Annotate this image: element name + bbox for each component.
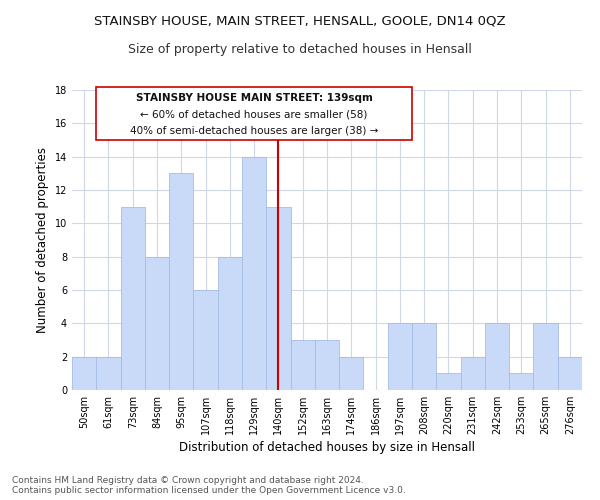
Bar (290, 340, 315, 390)
Bar (388, 324, 412, 390)
Bar (533, 324, 558, 390)
FancyBboxPatch shape (96, 86, 412, 140)
Text: STAINSBY HOUSE MAIN STREET: 139sqm: STAINSBY HOUSE MAIN STREET: 139sqm (136, 92, 373, 102)
Bar (121, 206, 145, 390)
Bar (412, 324, 436, 390)
Text: ← 60% of detached houses are smaller (58): ← 60% of detached houses are smaller (58… (140, 109, 368, 119)
Bar (242, 156, 266, 390)
Text: 40% of semi-detached houses are larger (38) →: 40% of semi-detached houses are larger (… (130, 126, 379, 136)
Bar (266, 206, 290, 390)
Bar (436, 374, 461, 390)
Bar (509, 374, 533, 390)
Text: STAINSBY HOUSE, MAIN STREET, HENSALL, GOOLE, DN14 0QZ: STAINSBY HOUSE, MAIN STREET, HENSALL, GO… (94, 15, 506, 28)
Bar (315, 340, 339, 390)
Bar (339, 356, 364, 390)
Text: Contains HM Land Registry data © Crown copyright and database right 2024.
Contai: Contains HM Land Registry data © Crown c… (12, 476, 406, 495)
Bar (169, 174, 193, 390)
Text: Size of property relative to detached houses in Hensall: Size of property relative to detached ho… (128, 42, 472, 56)
Bar (96, 356, 121, 390)
Bar (485, 324, 509, 390)
Bar (461, 356, 485, 390)
Y-axis label: Number of detached properties: Number of detached properties (36, 147, 49, 333)
Bar (218, 256, 242, 390)
Bar (193, 290, 218, 390)
Bar (72, 356, 96, 390)
X-axis label: Distribution of detached houses by size in Hensall: Distribution of detached houses by size … (179, 441, 475, 454)
Bar (145, 256, 169, 390)
Bar (558, 356, 582, 390)
